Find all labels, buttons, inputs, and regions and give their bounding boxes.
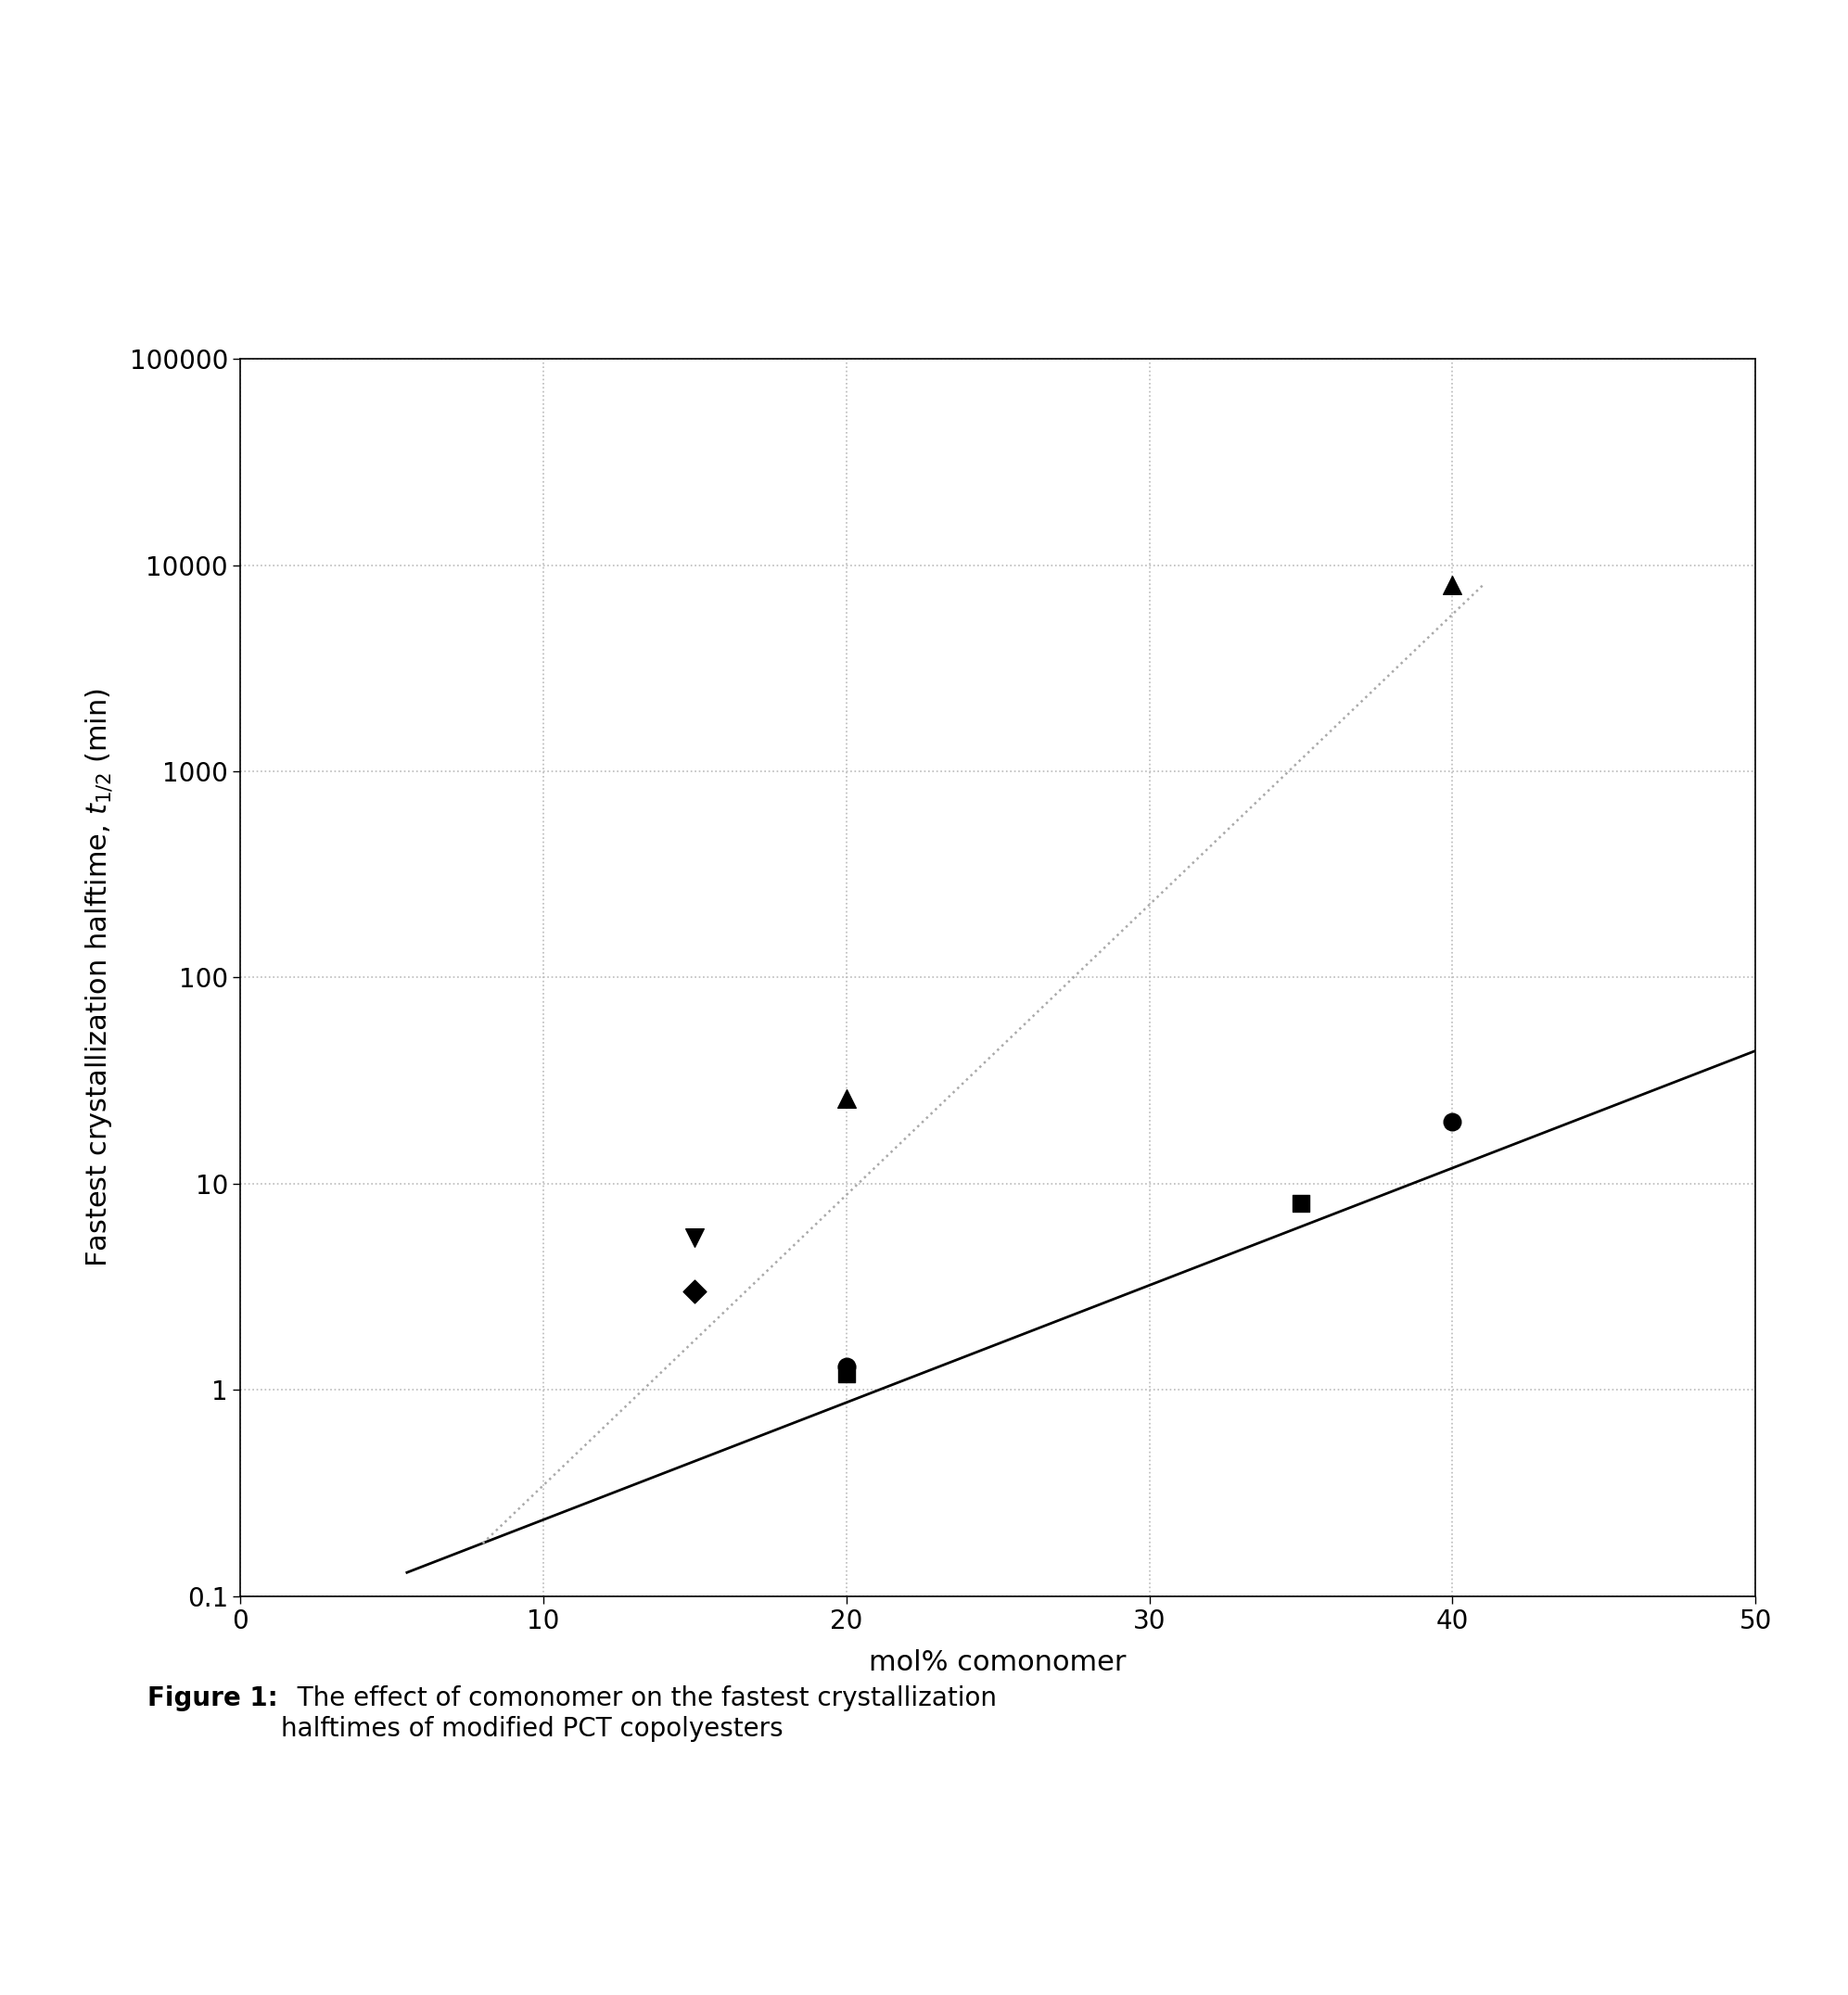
Point (680, 1221, 710, 1253)
Y-axis label: Fastest crystallization halftime, $t_{1/2}$ (min): Fastest crystallization halftime, $t_{1/… (83, 688, 115, 1267)
Point (832, 1351, 861, 1383)
Point (680, 1275, 710, 1307)
Text: Figure 1:: Figure 1: (148, 1686, 279, 1712)
Point (1286, 1187, 1316, 1219)
X-axis label: mol% comonomer: mol% comonomer (869, 1650, 1127, 1676)
Point (1438, 569, 1467, 600)
Point (1438, 1105, 1467, 1137)
Text: The effect of comonomer on the fastest crystallization
halftimes of modified PCT: The effect of comonomer on the fastest c… (281, 1686, 996, 1742)
Point (832, 1081, 861, 1113)
Point (832, 1357, 861, 1389)
